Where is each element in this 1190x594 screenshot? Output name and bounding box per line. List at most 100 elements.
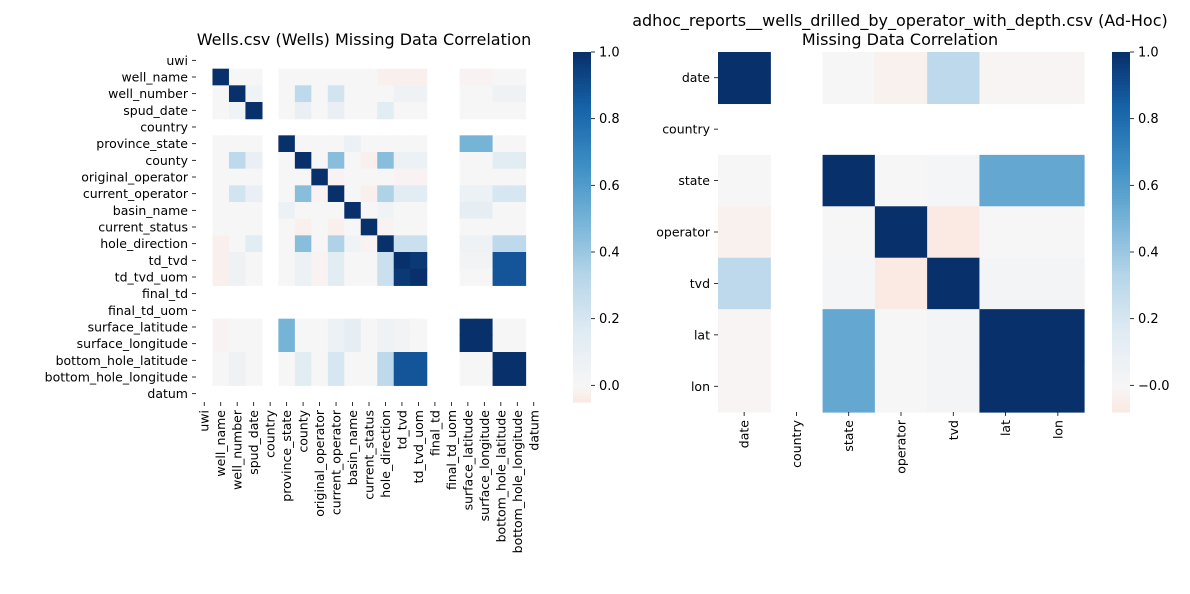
heatmap-cell: [278, 318, 296, 336]
heatmap-cell: [377, 235, 395, 253]
heatmap-cell: [377, 352, 395, 370]
heatmap-cell: [822, 309, 876, 362]
colorbar-swatch: [573, 253, 591, 257]
colorbar: 0.0 0.2 0.4 0.6 0.8 1.0: [573, 46, 620, 403]
heatmap-cell: [360, 268, 378, 286]
heatmap-cell: [344, 185, 362, 203]
heatmap-cell: [476, 252, 494, 270]
colorbar-swatch: [573, 297, 591, 301]
heatmap-cell: [1031, 309, 1085, 362]
colorbar-swatch: [1112, 199, 1130, 203]
colorbar-swatch: [1112, 376, 1130, 380]
heatmap-cell: [311, 185, 329, 203]
heatmap-cell: [344, 68, 362, 86]
heatmap-cell: [1031, 206, 1085, 259]
colorbar-swatch: [1112, 385, 1130, 389]
colorbar-swatch: [573, 276, 591, 281]
colorbar-swatch: [1112, 184, 1130, 188]
y-tick-label: province_state: [96, 136, 188, 151]
heatmap-cell: [979, 360, 1033, 413]
colorbar-swatch: [573, 174, 591, 179]
colorbar-swatch: [1112, 64, 1130, 68]
y-tick-label: bottom_hole_latitude: [56, 353, 189, 368]
heatmap-cell: [212, 268, 230, 286]
colorbar-swatch: [573, 250, 591, 254]
x-tick-label: lat: [998, 420, 1013, 436]
heatmap-cell: [278, 352, 296, 370]
heatmap-cell: [476, 218, 494, 236]
colorbar-swatch: [1112, 85, 1130, 89]
x-tick-label: country: [789, 419, 804, 467]
heatmap-cell: [344, 202, 362, 220]
heatmap-cell: [509, 318, 527, 336]
colorbar-swatch: [573, 291, 591, 295]
colorbar-swatch: [573, 151, 591, 155]
heatmap-cell: [278, 168, 296, 186]
colorbar-swatch: [1112, 391, 1130, 395]
colorbar-swatch: [1112, 319, 1130, 323]
heatmap-cell: [360, 352, 378, 370]
colorbar-swatch: [573, 285, 591, 289]
heatmap-cell: [212, 152, 230, 170]
colorbar-swatch: [1112, 118, 1130, 122]
colorbar-swatch: [1112, 160, 1130, 164]
heatmap-cell: [344, 235, 362, 253]
y-tick-label: td_tvd_uom: [115, 270, 188, 285]
heatmap-cell: [459, 202, 477, 220]
colorbar-swatch: [1112, 220, 1130, 224]
colorbar-swatch: [573, 358, 591, 362]
colorbar-swatch: [1112, 103, 1130, 107]
colorbar-swatch: [573, 209, 591, 214]
heatmap-cell: [360, 368, 378, 386]
colorbar-swatch: [1112, 163, 1130, 167]
colorbar-swatch: [1112, 112, 1130, 116]
colorbar-swatch: [1112, 229, 1130, 233]
heatmap-cell: [459, 152, 477, 170]
heatmap-cell: [360, 252, 378, 270]
colorbar-swatch: [573, 81, 591, 85]
heatmap-cell: [327, 218, 345, 236]
y-tick-label: final_td_uom: [108, 303, 188, 318]
heatmap-cell: [294, 352, 312, 370]
colorbar-swatch: [573, 361, 591, 365]
heatmap-cell: [228, 268, 247, 286]
heatmap-cell: [492, 168, 510, 186]
colorbar-swatch: [1112, 343, 1130, 347]
heatmap-cell: [294, 135, 312, 153]
colorbar-swatch: [573, 390, 591, 394]
heatmap-cell: [212, 368, 230, 386]
colorbar-swatch: [573, 212, 591, 216]
heatmap-cell: [874, 360, 928, 413]
heatmap-cell: [1031, 360, 1085, 413]
x-tick-label: tvd: [946, 420, 961, 440]
colorbar-swatch: [573, 367, 591, 371]
x-tick-label: bottom_hole_latitude: [493, 410, 508, 543]
colorbar-swatch: [573, 95, 591, 100]
heatmap-cell: [344, 168, 362, 186]
heatmap-cell: [509, 368, 527, 386]
colorbar-swatch: [573, 375, 591, 380]
colorbar-swatch: [573, 384, 591, 389]
y-tick-label: county: [145, 153, 188, 168]
heatmap-cell: [278, 218, 296, 236]
heatmap-cell: [360, 102, 378, 120]
heatmap-cell: [278, 85, 296, 103]
heatmap-cell: [393, 352, 411, 370]
heatmap-cell: [245, 135, 263, 153]
x-tick-label: operator: [894, 419, 909, 474]
colorbar-swatch: [1112, 406, 1130, 410]
colorbar-swatch: [1112, 280, 1130, 284]
colorbar-swatch: [1112, 196, 1130, 200]
colorbar-swatch: [573, 238, 591, 243]
heatmap-cell: [509, 235, 527, 253]
x-tick-label: hole_direction: [378, 410, 393, 498]
heatmap-cell: [245, 268, 263, 286]
heatmap-cell: [476, 102, 494, 120]
heatmap-cell: [492, 235, 510, 253]
heatmap-cell: [476, 235, 494, 253]
heatmap-cell: [1031, 154, 1085, 207]
heatmap-cell: [212, 235, 230, 253]
heatmap-cell: [294, 368, 312, 386]
colorbar-swatch: [1112, 262, 1130, 266]
heatmap-cell: [360, 152, 378, 170]
